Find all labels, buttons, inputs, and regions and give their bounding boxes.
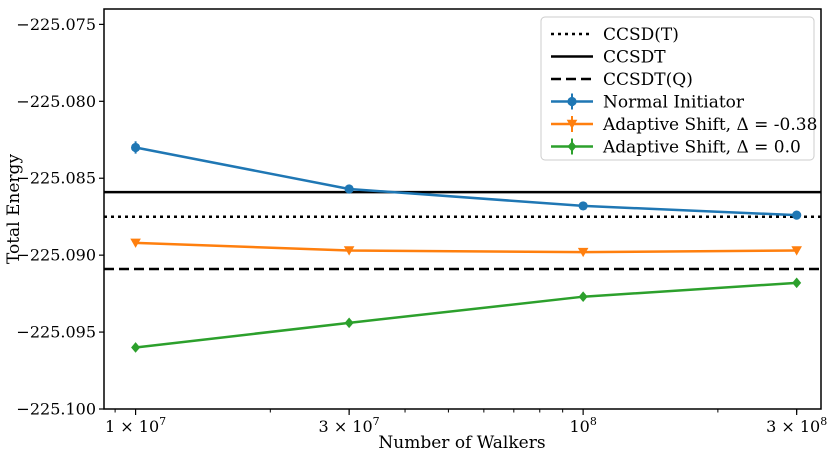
- data-point-1-2: [577, 247, 589, 258]
- y-axis: −225.100 −225.095 −225.090 −225.085 −225.080…: [16, 15, 104, 419]
- legend-label-0: CCSD(T): [603, 25, 679, 45]
- series-line-0: [135, 146, 797, 217]
- series-line-1: [135, 241, 797, 254]
- plot-frame: [103, 8, 822, 410]
- y-tick-label-2: −225.090: [16, 246, 96, 265]
- legend-label-4: Adaptive Shift, Δ = -0.38: [602, 115, 817, 135]
- x-axis: 1 × 107 3 × 107 108 3 × 108: [105, 409, 827, 436]
- reference-lines: [104, 190, 821, 271]
- series-2: [131, 277, 802, 353]
- y-axis-label: Total Energy: [4, 154, 24, 264]
- series-1: [130, 238, 802, 258]
- legend-marker-5: [567, 141, 577, 152]
- x-axis-label: Number of Walkers: [378, 433, 545, 453]
- y-tick-label-5: −225.075: [16, 15, 96, 34]
- legend-label-5: Adaptive Shift, Δ = 0.0: [602, 138, 801, 158]
- data-point-1-1: [343, 246, 355, 256]
- y-tick-label-3: −225.085: [16, 169, 96, 188]
- data-point-2-1: [344, 317, 354, 329]
- data-point-0-3: [792, 210, 802, 220]
- data-point-2-3: [792, 277, 802, 289]
- series-0: [130, 141, 802, 220]
- legend-label-2: CCSDT(Q): [603, 70, 693, 90]
- data-point-0-0: [130, 142, 141, 153]
- data-point-0-2: [578, 201, 588, 211]
- series-line-2: [135, 281, 797, 349]
- y-tick-label-4: −225.080: [16, 92, 96, 111]
- y-tick-label-0: −225.100: [16, 400, 96, 419]
- data-point-1-3: [791, 246, 802, 256]
- legend-marker-4: [566, 119, 578, 130]
- y-tick-label-1: −225.095: [16, 323, 96, 342]
- x-tick-label-3: 3 × 108: [766, 415, 827, 436]
- x-tick-label-2: 108: [569, 415, 596, 436]
- series-layer: [130, 141, 802, 353]
- legend-label-3: Normal Initiator: [603, 93, 745, 113]
- data-point-2-2: [578, 291, 588, 302]
- legend-label-1: CCSDT: [603, 48, 666, 68]
- data-point-0-1: [344, 184, 354, 194]
- data-point-1-0: [130, 238, 141, 248]
- x-tick-label-1: 3 × 107: [319, 415, 380, 436]
- legend-marker-3: [567, 96, 577, 107]
- legend-box: [540, 16, 815, 161]
- data-point-2-0: [131, 342, 141, 353]
- x-tick-label-0: 1 × 107: [105, 415, 166, 436]
